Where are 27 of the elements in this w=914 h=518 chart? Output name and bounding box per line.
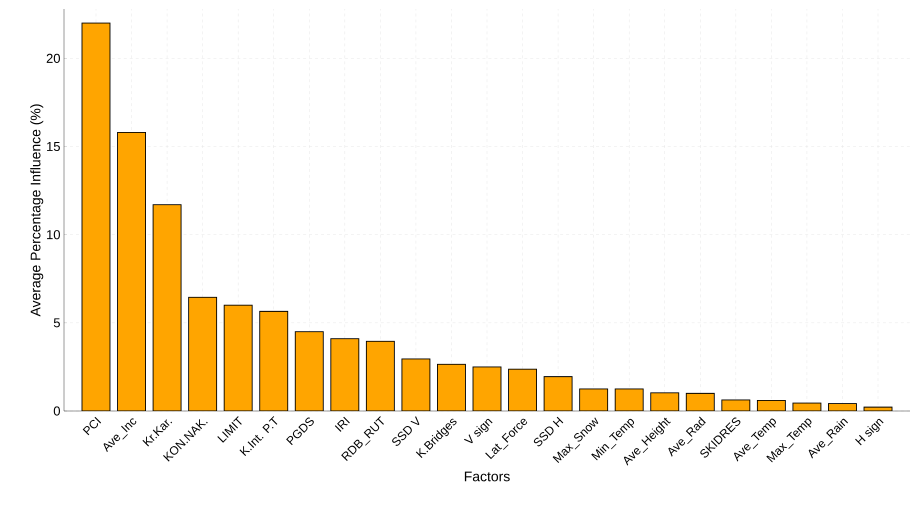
y-axis-title: Average Percentage Influence (%) <box>30 104 44 316</box>
y-tick-label: 20 <box>46 54 60 63</box>
bar <box>117 132 146 411</box>
bar <box>579 388 608 411</box>
y-tick-label: 10 <box>47 230 60 240</box>
y-tick-label: 0 <box>54 406 60 416</box>
bar <box>224 304 253 411</box>
bar <box>686 392 715 411</box>
bar <box>366 340 395 411</box>
bar <box>437 364 466 411</box>
bar <box>330 338 360 411</box>
bar <box>188 296 218 411</box>
bar <box>508 368 538 411</box>
bar <box>152 204 182 411</box>
bar <box>82 22 110 411</box>
y-tick-label: 15 <box>47 142 60 152</box>
bar <box>650 392 680 411</box>
bar <box>544 376 573 411</box>
bar <box>259 310 288 411</box>
x-axis-title: Factors <box>464 472 510 482</box>
bar <box>294 331 324 411</box>
x-tick-label: PCI <box>82 416 102 436</box>
x-tick-label: H sign <box>855 418 884 446</box>
bar <box>472 366 502 411</box>
y-tick-label: 5 <box>54 318 60 328</box>
bar <box>614 388 644 411</box>
bar <box>401 358 430 411</box>
